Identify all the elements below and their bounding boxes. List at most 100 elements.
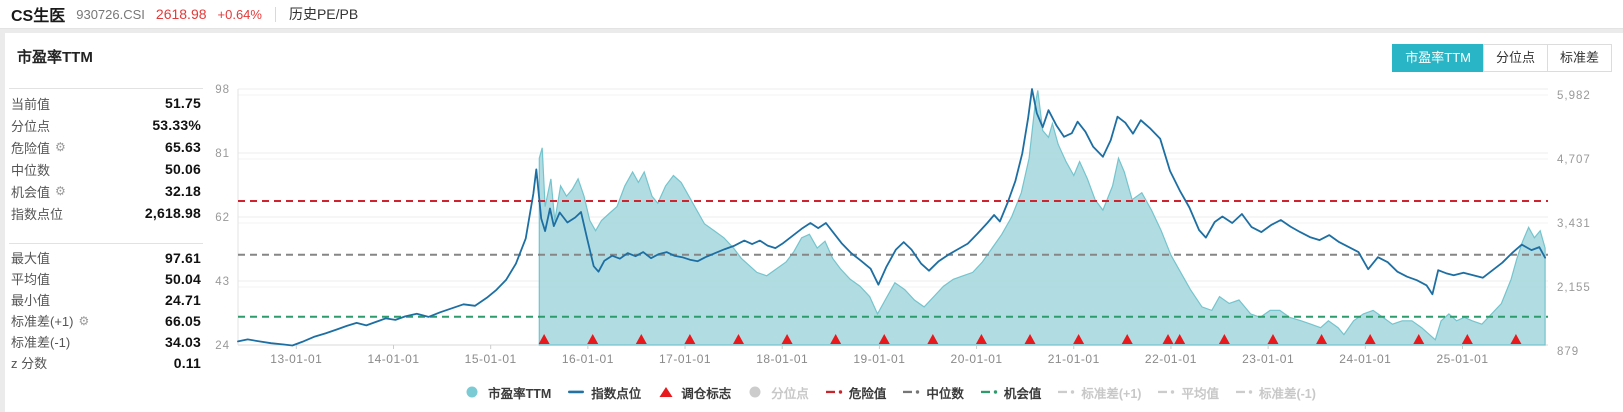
legend-label: 机会值	[1003, 386, 1042, 401]
stat-value: 53.33%	[152, 117, 201, 133]
svg-text:15-01-01: 15-01-01	[465, 352, 517, 366]
legend-item[interactable]: 标准差(+1)	[1058, 383, 1141, 402]
stat-row: 指数点位 2,618.98	[9, 202, 203, 224]
stat-value: 0.11	[173, 354, 201, 371]
legend-item[interactable]: 调仓标志	[658, 383, 731, 402]
svg-text:3,431: 3,431	[1557, 218, 1591, 230]
stat-row: 中位数 50.06	[9, 158, 203, 180]
circle-legend-icon	[466, 386, 478, 398]
stat-row: z 分数 0.11	[9, 352, 203, 373]
svg-text:98: 98	[215, 84, 230, 96]
svg-text:20-01-01: 20-01-01	[951, 352, 1003, 366]
svg-text:4,707: 4,707	[1557, 154, 1591, 166]
dashdot-legend-icon	[1158, 390, 1175, 394]
legend-label: 分位点	[771, 386, 809, 401]
menu-history-pe-pb[interactable]: 历史PE/PB	[288, 6, 359, 22]
legend-label: 调仓标志	[681, 386, 732, 401]
index-name: CS生医	[11, 8, 66, 25]
legend-label: 中位数	[926, 386, 964, 401]
svg-text:23-01-01: 23-01-01	[1242, 352, 1294, 366]
svg-text:16-01-01: 16-01-01	[562, 352, 614, 366]
gear-icon[interactable]: ⚙	[78, 313, 90, 328]
svg-text:24: 24	[215, 340, 230, 352]
stat-label: 标准差(-1)	[11, 335, 71, 350]
stat-row: 标准差(-1) 34.03	[9, 331, 203, 352]
legend-label: 标准差(+1)	[1081, 386, 1142, 401]
stat-label: 当前值	[11, 96, 51, 112]
main-card: 市盈率TTM 市盈率TTM 分位点 标准差 当前值 51.75 分位点 53.33% 危险值…	[5, 33, 1623, 412]
index-line-series	[237, 88, 1546, 347]
stat-value: 34.03	[164, 333, 201, 350]
legend-label: 平均值	[1181, 386, 1219, 401]
stat-value: 2,618.98	[144, 205, 201, 221]
rebalance-markers	[538, 334, 1522, 344]
stat-row: 平均值 50.04	[9, 268, 203, 289]
toggle-button[interactable]: 标准差	[1546, 44, 1612, 72]
stat-value: 50.06	[164, 161, 201, 177]
stat-label: z 分数	[11, 356, 48, 371]
legend-item[interactable]: 标准差(-1)	[1235, 383, 1316, 402]
svg-text:13-01-01: 13-01-01	[270, 352, 322, 366]
dashdot-legend-icon	[825, 390, 843, 394]
legend-item[interactable]: 危险值	[825, 383, 887, 402]
metric-toggle-group: 市盈率TTM 分位点 标准差	[1392, 44, 1612, 72]
svg-text:19-01-01: 19-01-01	[853, 352, 905, 366]
svg-text:43: 43	[215, 276, 230, 288]
legend-item[interactable]: 机会值	[980, 383, 1042, 402]
legend-label: 市盈率TTM	[488, 386, 552, 401]
stat-value: 32.18	[164, 183, 201, 199]
stat-label: 平均值	[11, 272, 51, 287]
svg-text:25-01-01: 25-01-01	[1436, 352, 1488, 366]
stat-value: 51.75	[164, 95, 201, 111]
line-legend-icon	[568, 390, 585, 394]
index-change: +0.64%	[217, 6, 262, 22]
svg-text:21-01-01: 21-01-01	[1048, 352, 1100, 366]
stat-value: 97.61	[164, 249, 201, 266]
pe-area-series	[538, 90, 1546, 346]
stat-value: 24.71	[164, 291, 201, 308]
stat-label: 最小值	[11, 293, 51, 308]
stat-label: 中位数	[11, 162, 51, 178]
legend-label: 危险值	[848, 386, 887, 401]
stat-label: 最大值	[11, 251, 51, 266]
stat-label: 指数点位	[11, 206, 64, 222]
index-code: 930726.CSI	[76, 6, 145, 22]
legend-label: 标准差(-1)	[1258, 386, 1316, 401]
gear-icon[interactable]: ⚙	[55, 140, 66, 154]
header-bar: CS生医 930726.CSI 2618.98 +0.64% 历史PE/PB	[0, 0, 1623, 29]
svg-text:5,982: 5,982	[1557, 90, 1591, 102]
stat-value: 66.05	[164, 312, 201, 329]
stat-row: 分位点 53.33%	[9, 114, 203, 136]
pe-chart[interactable]: 98 5,982 81 4,707 62 3,431 43 2,155 24 879 13-01-0…	[5, 33, 1623, 377]
stat-row: 最大值 97.61	[9, 247, 203, 268]
dashdot-legend-icon	[903, 390, 920, 394]
legend-item[interactable]: 市盈率TTM	[465, 383, 551, 402]
svg-text:2,155: 2,155	[1557, 282, 1591, 294]
stats-group-history: 最大值 97.61 平均值 50.04 最小值 24.71 标准差(+1) ⚙ 66.05 标准差…	[9, 243, 203, 373]
stat-row: 机会值 ⚙ 32.18	[9, 180, 203, 202]
header-divider	[274, 6, 276, 22]
legend-item[interactable]: 指数点位	[568, 383, 641, 402]
stats-group-current: 当前值 51.75 分位点 53.33% 危险值 ⚙ 65.63 中位数 50.06 机会值 ⚙ 32…	[9, 88, 203, 224]
dashdot-legend-icon	[980, 390, 998, 394]
legend-item[interactable]: 分位点	[748, 383, 809, 402]
gear-icon[interactable]: ⚙	[55, 184, 66, 198]
stat-row: 当前值 51.75	[9, 92, 203, 114]
index-price: 2618.98	[155, 6, 207, 22]
svg-text:14-01-01: 14-01-01	[367, 352, 419, 366]
stat-row: 危险值 ⚙ 65.63	[9, 136, 203, 158]
svg-text:24-01-01: 24-01-01	[1339, 352, 1391, 366]
stat-value: 65.63	[164, 139, 201, 155]
stat-label: 分位点	[11, 118, 51, 134]
svg-text:22-01-01: 22-01-01	[1145, 352, 1197, 366]
legend-item[interactable]: 中位数	[903, 383, 964, 402]
legend-item[interactable]: 平均值	[1158, 383, 1219, 402]
stat-value: 50.04	[164, 270, 201, 287]
stat-row: 最小值 24.71	[9, 289, 203, 310]
triangle-legend-icon	[659, 387, 673, 397]
dashdot-legend-icon	[1235, 390, 1253, 394]
circle-legend-icon	[749, 386, 761, 398]
panel-title: 市盈率TTM	[17, 49, 93, 66]
svg-text:62: 62	[215, 212, 230, 224]
svg-text:879: 879	[1557, 346, 1579, 358]
